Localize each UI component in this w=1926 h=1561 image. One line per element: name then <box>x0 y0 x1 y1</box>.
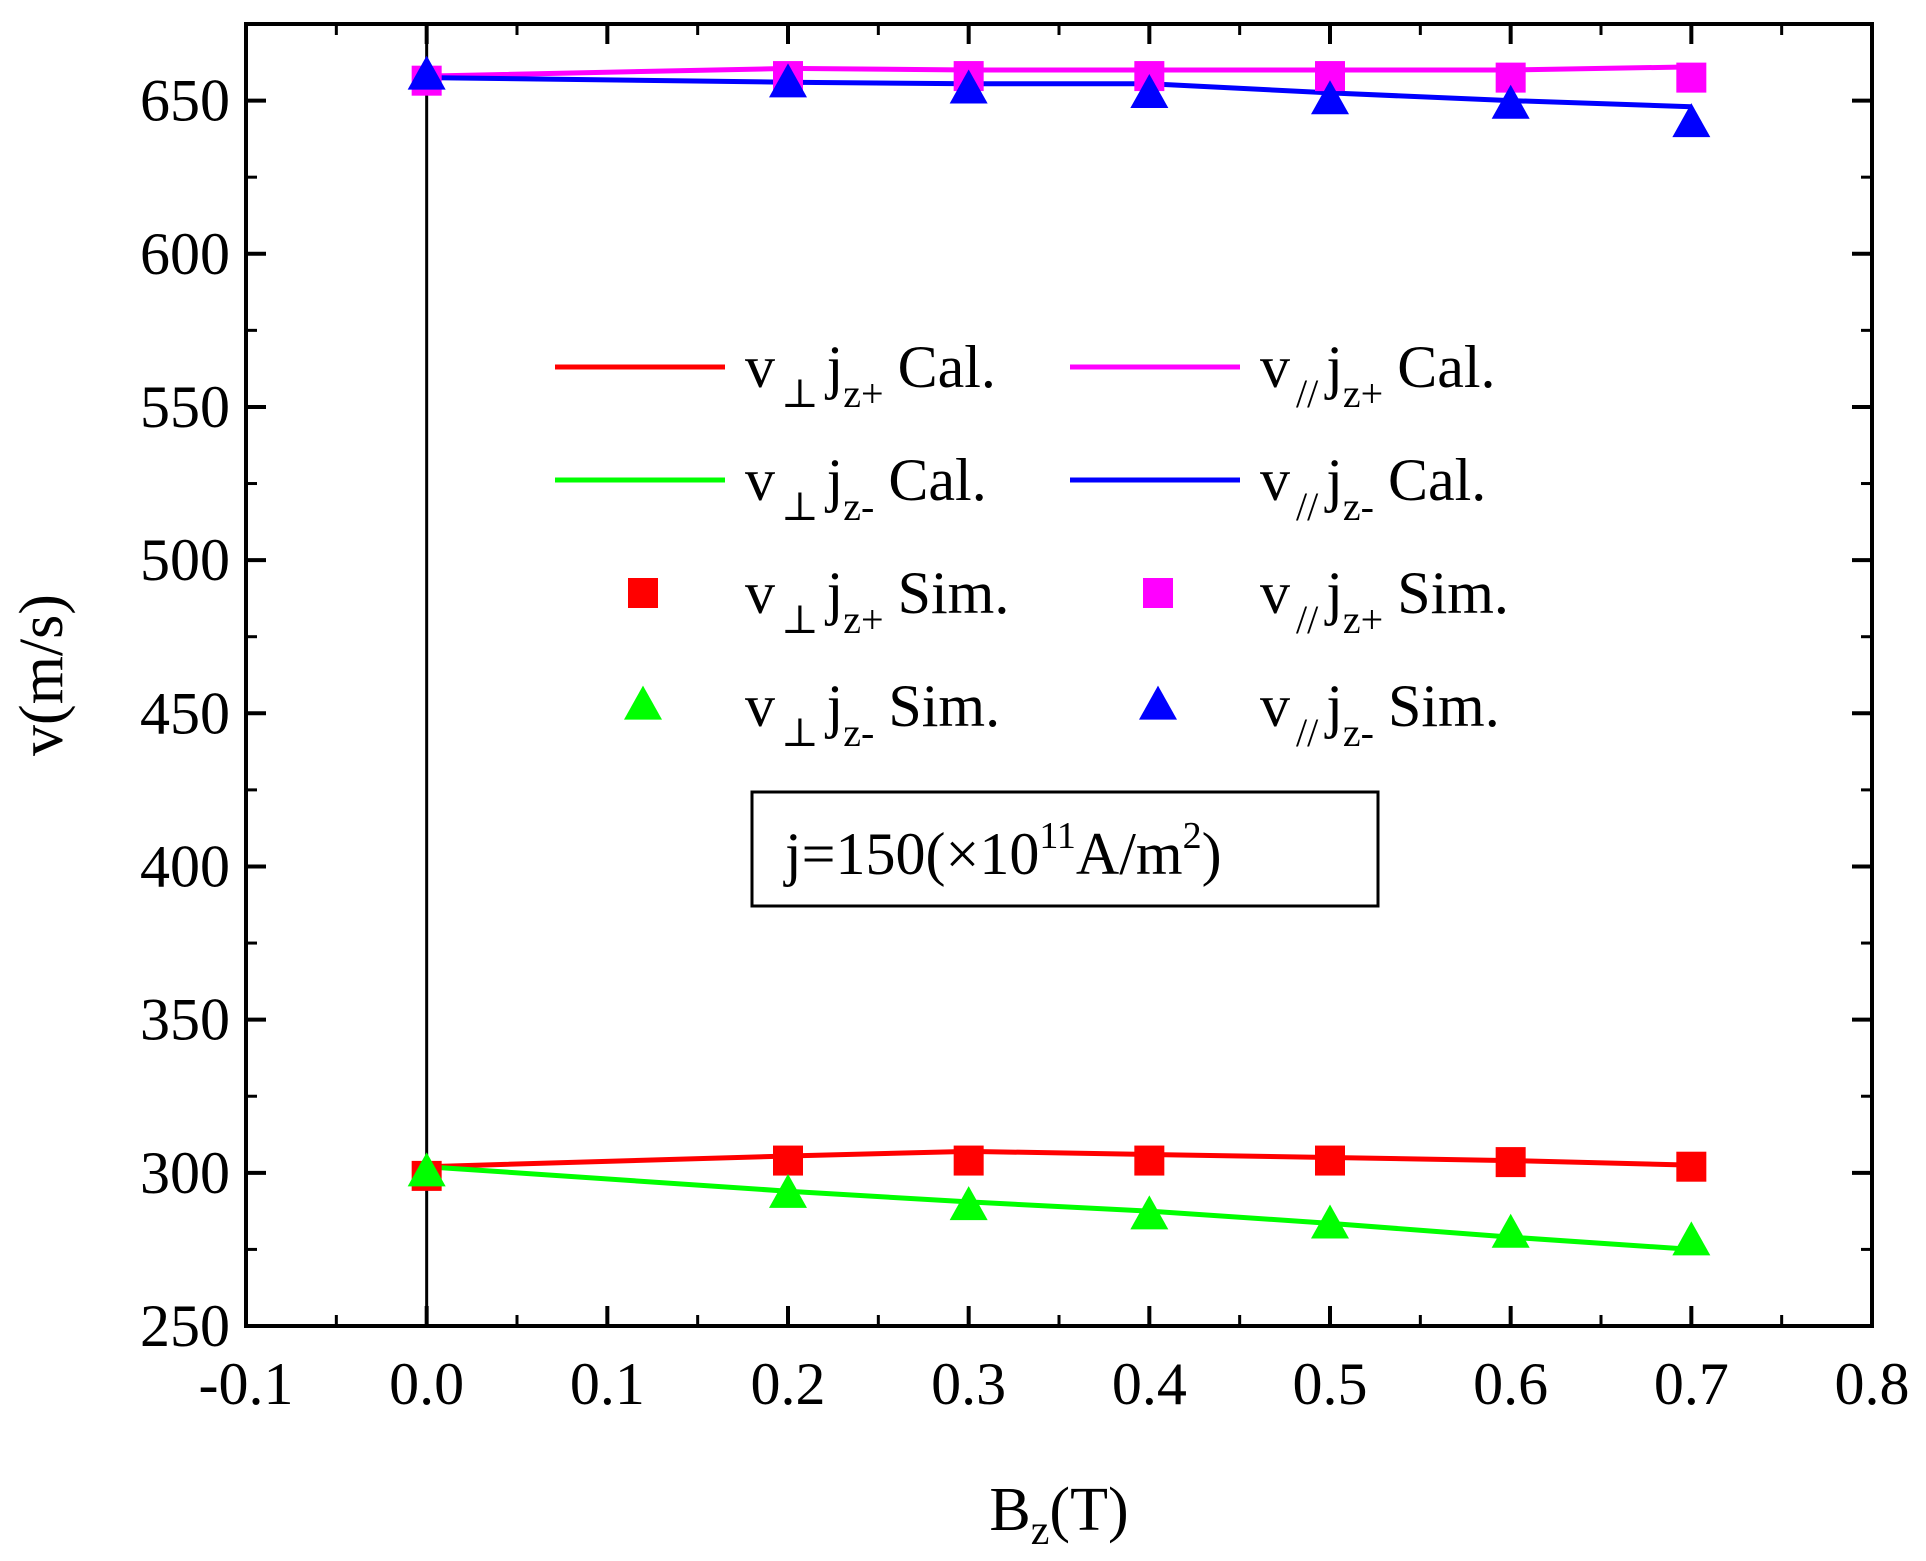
marker-par_minus_sim <box>769 63 807 98</box>
marker-perp_plus_sim <box>1315 1145 1345 1176</box>
plot-frame <box>244 22 1874 1328</box>
marker-perp_minus_sim <box>1311 1204 1349 1239</box>
legend-marker-swatch <box>624 685 662 720</box>
marker-perp_plus_sim <box>1495 1147 1526 1178</box>
marker-par_minus_sim <box>1311 80 1349 115</box>
marker-par_minus_sim <box>407 55 446 90</box>
x-tick-label: 0.4 <box>1112 1351 1187 1417</box>
marker-par_minus_sim <box>1130 74 1169 109</box>
legend-item-par_minus_sim: v//jz- Sim. <box>1139 673 1500 755</box>
legend-label: v ⊥ jz+ Sim. <box>745 560 1009 642</box>
series-perp_plus_sim <box>411 1145 1707 1191</box>
marker-perp_minus_sim <box>407 1152 446 1187</box>
y-tick-label: 350 <box>140 987 230 1053</box>
x-tick-label: 0.8 <box>1835 1351 1910 1417</box>
y-tick-label: 550 <box>140 374 230 440</box>
legend-label: v ⊥ jz+ Cal. <box>745 334 996 416</box>
legend-label: v ⊥ jz- Sim. <box>745 673 1000 755</box>
legend: v ⊥ jz+ Cal. v//jz+ Cal. v ⊥ jz- Cal. v//jz- Cal. v ⊥… <box>555 334 1509 755</box>
legend-label: v//jz- Sim. <box>1260 673 1500 755</box>
marker-perp_minus_sim <box>769 1173 807 1208</box>
legend-label: v ⊥ jz- Cal. <box>745 447 987 529</box>
y-axis-label: v(m/s) <box>8 594 76 756</box>
marker-par_minus_sim <box>1491 84 1530 119</box>
y-tick-label: 600 <box>140 221 230 287</box>
y-tick-label: 250 <box>140 1293 230 1359</box>
marker-perp_plus_sim <box>1134 1145 1165 1176</box>
legend-label: v//jz+ Cal. <box>1260 334 1496 416</box>
legend-marker-swatch <box>1143 578 1173 608</box>
x-tick-label: 0.0 <box>389 1351 464 1417</box>
y-tick-label: 650 <box>140 68 230 134</box>
x-tick-label: 0.3 <box>931 1351 1006 1417</box>
legend-item-par_plus_sim: v//jz+ Sim. <box>1143 560 1509 642</box>
x-tick-label: 0.5 <box>1293 1351 1368 1417</box>
annotation-frame <box>750 790 1380 908</box>
marker-perp_plus_sim <box>953 1145 984 1176</box>
series-perp_minus_sim <box>407 1152 1711 1256</box>
x-tick-label: 0.7 <box>1654 1351 1729 1417</box>
legend-item-perp_plus_cal: v ⊥ jz+ Cal. <box>555 334 996 416</box>
annotation-text: j=150(×1011A/m2) <box>783 815 1222 887</box>
y-tick-label: 500 <box>140 527 230 593</box>
marker-par_minus_sim <box>949 69 988 104</box>
marker-perp_minus_sim <box>949 1186 988 1221</box>
legend-item-perp_plus_sim: v ⊥ jz+ Sim. <box>628 560 1009 642</box>
legend-item-par_minus_cal: v//jz- Cal. <box>1070 447 1486 529</box>
x-axis-label: Bz(T) <box>989 1476 1128 1554</box>
marker-perp_plus_sim <box>1676 1151 1707 1182</box>
y-tick-label: 300 <box>140 1140 230 1206</box>
x-tick-label: 0.6 <box>1473 1351 1548 1417</box>
marker-perp_minus_sim <box>1130 1195 1169 1230</box>
x-tick-label: 0.2 <box>751 1351 826 1417</box>
legend-item-perp_minus_sim: v ⊥ jz- Sim. <box>624 673 1000 755</box>
marker-perp_plus_sim <box>773 1145 803 1176</box>
annotation-box: j=150(×1011A/m2) <box>750 790 1380 908</box>
legend-marker-swatch <box>628 578 658 608</box>
marker-par_minus_sim <box>1672 103 1711 138</box>
legend-label: v//jz- Cal. <box>1260 447 1486 529</box>
series-par_minus_sim <box>407 55 1711 138</box>
series-layer <box>407 55 1711 1256</box>
marker-perp_minus_sim <box>1672 1221 1711 1256</box>
legend-label: v//jz+ Sim. <box>1260 560 1509 642</box>
axes: -0.1 0.0 0.1 0.2 0.3 0.4 0.5 0.6 0.7 0.8 250 300 350… <box>8 22 1910 1554</box>
legend-item-perp_minus_cal: v ⊥ jz- Cal. <box>555 447 987 529</box>
x-tick-label: -0.1 <box>199 1351 294 1417</box>
legend-item-par_plus_cal: v//jz+ Cal. <box>1070 334 1496 416</box>
marker-par_plus_sim <box>1676 62 1707 93</box>
x-tick-label: 0.1 <box>570 1351 645 1417</box>
marker-perp_minus_sim <box>1491 1213 1530 1248</box>
y-tick-label: 400 <box>140 833 230 899</box>
y-tick-label: 450 <box>140 680 230 746</box>
legend-marker-swatch <box>1139 685 1177 720</box>
